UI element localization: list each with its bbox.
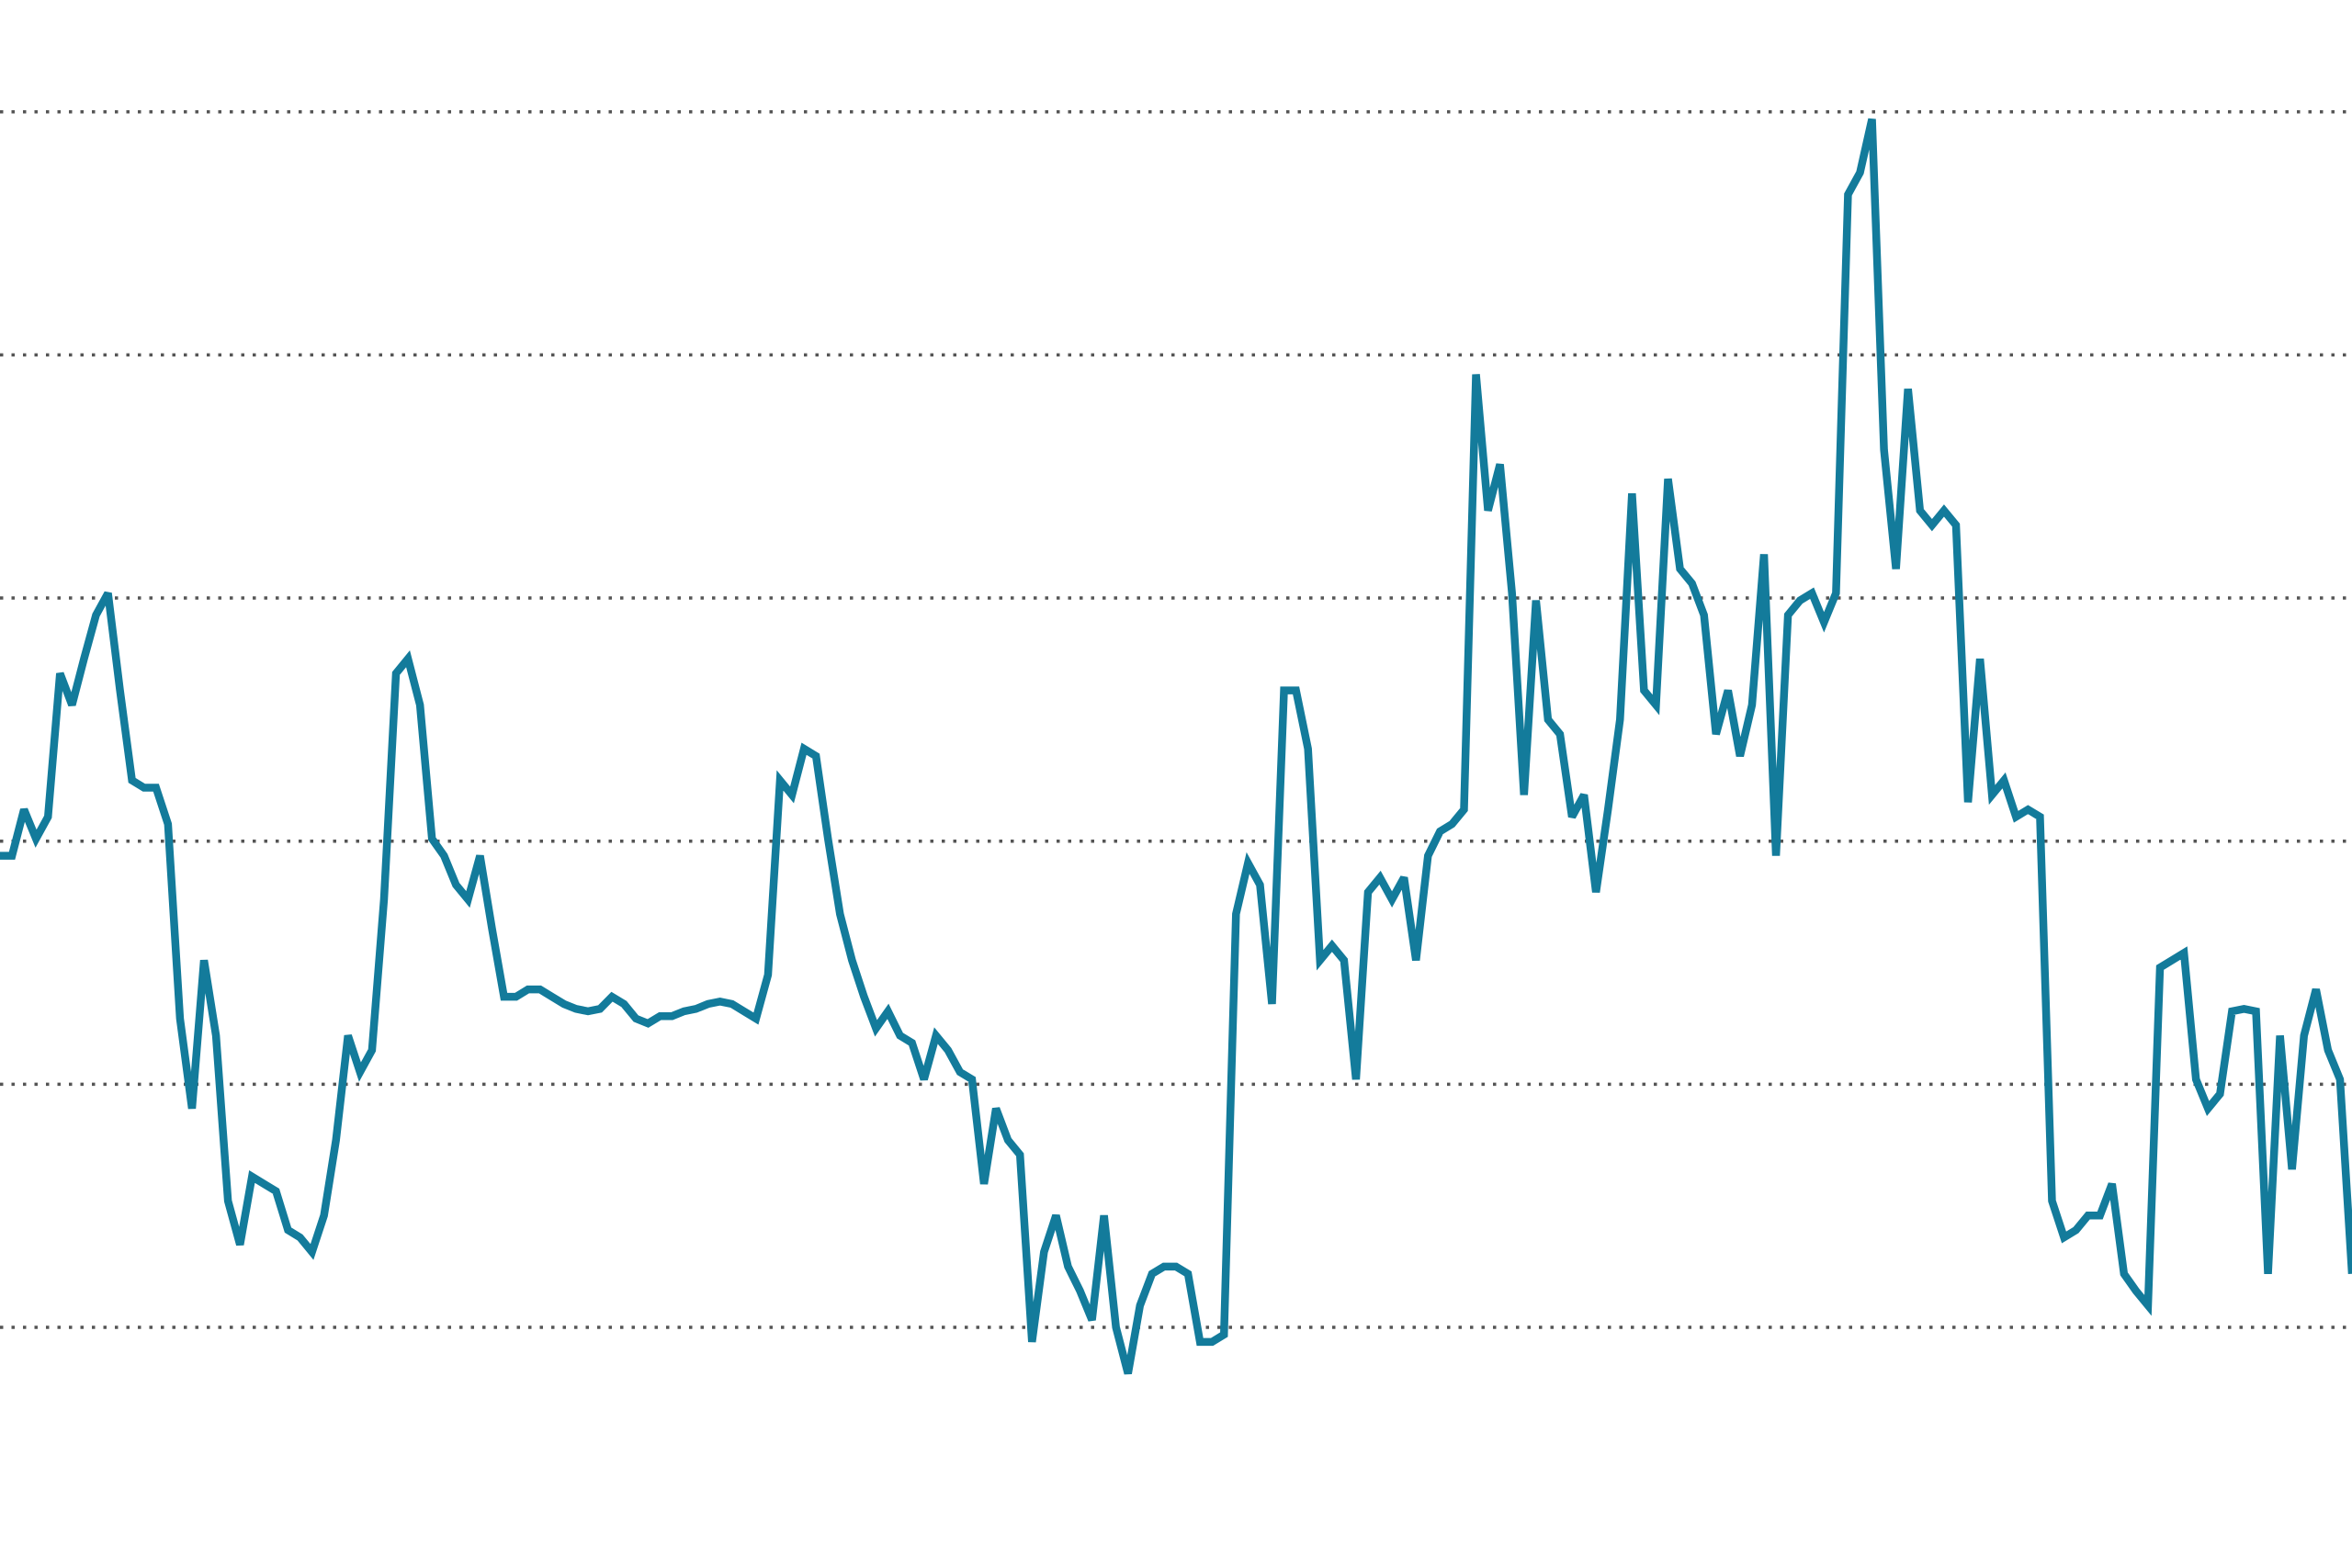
data-line <box>0 118 2352 1375</box>
